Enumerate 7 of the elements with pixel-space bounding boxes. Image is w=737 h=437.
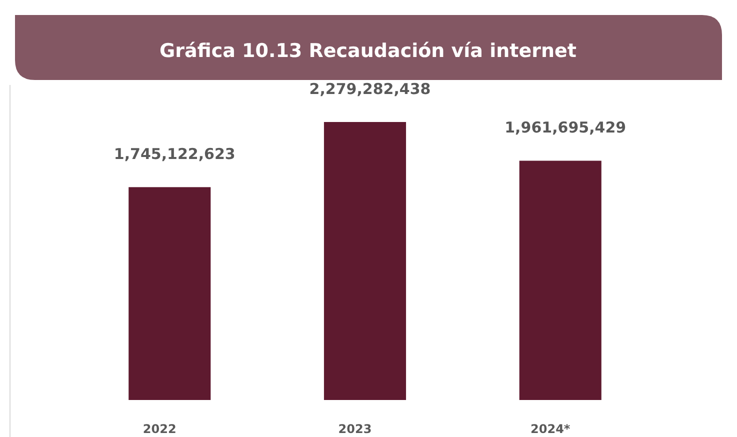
x-tick-label: 2024* xyxy=(530,422,571,436)
chart-title: Gráfica 10.13 Recaudación vía internet xyxy=(159,40,577,62)
x-tick-label: 2023 xyxy=(338,422,372,436)
data-label: 1,961,695,429 xyxy=(504,118,626,137)
data-label: 1,745,122,623 xyxy=(114,145,236,164)
x-tick-label: 2022 xyxy=(142,422,176,436)
data-label: 2,279,282,438 xyxy=(309,80,431,98)
